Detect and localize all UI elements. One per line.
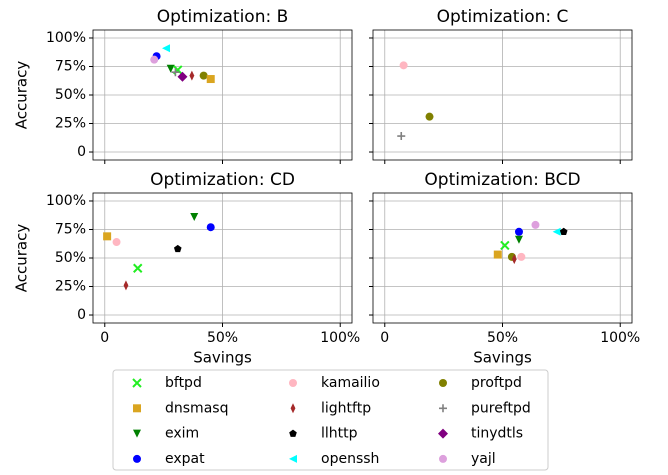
legend-label: pureftpd <box>471 400 531 416</box>
legend-label: lightftp <box>321 400 371 416</box>
y-tick-label: 75% <box>55 58 86 74</box>
y-axis-label: Accuracy <box>13 61 31 130</box>
legend-box <box>112 369 549 471</box>
y-axis-label: Accuracy <box>13 224 31 293</box>
legend-marker <box>439 379 447 387</box>
legend-marker <box>132 378 142 388</box>
panel-title: Optimization: B <box>157 7 289 27</box>
x-axis-label: Savings <box>473 349 532 367</box>
y-tick-label: 75% <box>55 221 86 237</box>
x-tick-label: 50% <box>207 330 238 346</box>
panel-title: Optimization: BCD <box>424 170 580 190</box>
plot-frame <box>372 192 633 324</box>
legend-marker <box>439 404 447 413</box>
legend-marker <box>290 403 296 414</box>
x-tick-label: 0 <box>380 330 389 346</box>
point <box>171 68 180 77</box>
point <box>166 64 175 73</box>
x-tick-label: 0 <box>100 330 109 346</box>
point <box>112 238 121 247</box>
point <box>190 212 199 221</box>
point <box>206 223 215 232</box>
legend-label: yajl <box>471 451 496 467</box>
point <box>493 250 502 259</box>
point <box>397 132 406 141</box>
legend-label: tinydtls <box>471 426 523 442</box>
point <box>531 220 540 229</box>
panel-title: Optimization: C <box>437 7 569 27</box>
x-axis-label: Savings <box>193 349 252 367</box>
legend-marker <box>133 454 141 463</box>
legend-label: exim <box>165 426 199 442</box>
point <box>500 240 510 251</box>
point <box>511 254 517 265</box>
x-tick-label: 100% <box>320 330 360 346</box>
y-tick-label: 100% <box>46 193 86 209</box>
legend-label: dnsmasq <box>165 400 228 416</box>
y-tick-label: 0 <box>77 144 86 160</box>
plot-frame <box>372 29 633 161</box>
point <box>514 235 523 244</box>
y-tick-label: 25% <box>55 116 86 132</box>
legend-marker <box>438 428 448 439</box>
point <box>173 244 182 253</box>
y-tick-label: 50% <box>55 87 86 103</box>
point <box>161 44 170 53</box>
legend-label: llhttp <box>321 426 358 442</box>
plot-frame <box>92 192 353 324</box>
legend-marker <box>289 454 297 463</box>
y-tick-label: 25% <box>55 279 86 295</box>
legend-marker <box>133 429 141 438</box>
y-tick-label: 100% <box>46 30 86 46</box>
x-tick-label: 100% <box>600 330 640 346</box>
y-tick-label: 0 <box>77 307 86 323</box>
point <box>103 232 112 241</box>
legend-marker <box>133 404 141 413</box>
legend-label: proftpd <box>471 375 522 391</box>
legend-label: expat <box>165 451 205 467</box>
point <box>123 280 129 291</box>
plot-frame <box>92 29 353 161</box>
panel-title: Optimization: CD <box>150 170 295 190</box>
x-tick-label: 50% <box>487 330 518 346</box>
y-tick-label: 50% <box>55 250 86 266</box>
legend-marker <box>289 429 297 437</box>
point <box>177 71 188 82</box>
point <box>199 71 208 80</box>
point <box>189 70 195 81</box>
point <box>425 112 434 121</box>
point <box>559 227 568 236</box>
legend-label: bftpd <box>165 375 202 391</box>
point <box>206 75 215 84</box>
point <box>399 61 408 70</box>
point <box>514 227 523 236</box>
legend-marker <box>289 379 297 387</box>
point <box>133 263 143 273</box>
point <box>517 252 526 261</box>
point <box>552 227 561 236</box>
legend-label: openssh <box>321 451 379 467</box>
legend-marker <box>439 454 447 463</box>
legend-label: kamailio <box>321 375 380 391</box>
point <box>150 55 159 64</box>
